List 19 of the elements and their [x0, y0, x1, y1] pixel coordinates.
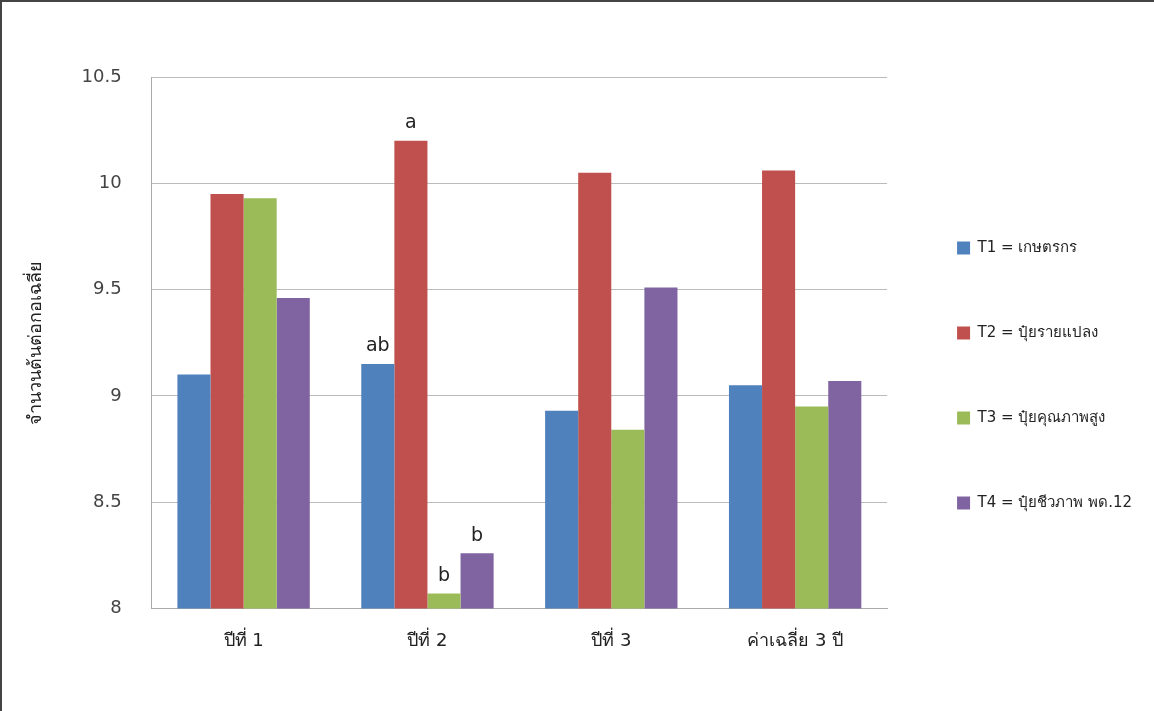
x-tick-label: ปีที่ 3	[591, 626, 632, 650]
x-tick-label: ค่าเฉลี่ย 3 ปี	[747, 626, 844, 650]
annotation: b	[471, 522, 484, 545]
legend-label: T1 = เกษตรกร	[976, 237, 1078, 256]
x-tick-label: ปีที่ 2	[407, 626, 448, 650]
x-tick-label: ปีที่ 1	[223, 626, 264, 650]
annotation: ab	[365, 333, 390, 356]
y-tick-label: 10	[98, 170, 122, 192]
legend-label: T4 = ปุ๋ยชีวภาพ พด.12	[976, 492, 1132, 512]
annotation: a	[405, 110, 417, 133]
y-tick-label: 9	[110, 383, 122, 405]
y-tick-label: 9.5	[93, 277, 122, 299]
legend-label: T2 = ปุ๋ยรายแปลง	[976, 322, 1099, 342]
annotation: b	[437, 562, 451, 585]
y-tick-label: 8	[110, 596, 122, 618]
y-tick-label: 10.5	[81, 64, 122, 86]
legend-label: T3 = ปุ๋ยคุณภาพสูง	[976, 407, 1106, 427]
y-tick-label: 8.5	[93, 489, 122, 511]
y-axis-title: จำนวนต้นต่อกอเฉลี่ย	[22, 260, 46, 425]
